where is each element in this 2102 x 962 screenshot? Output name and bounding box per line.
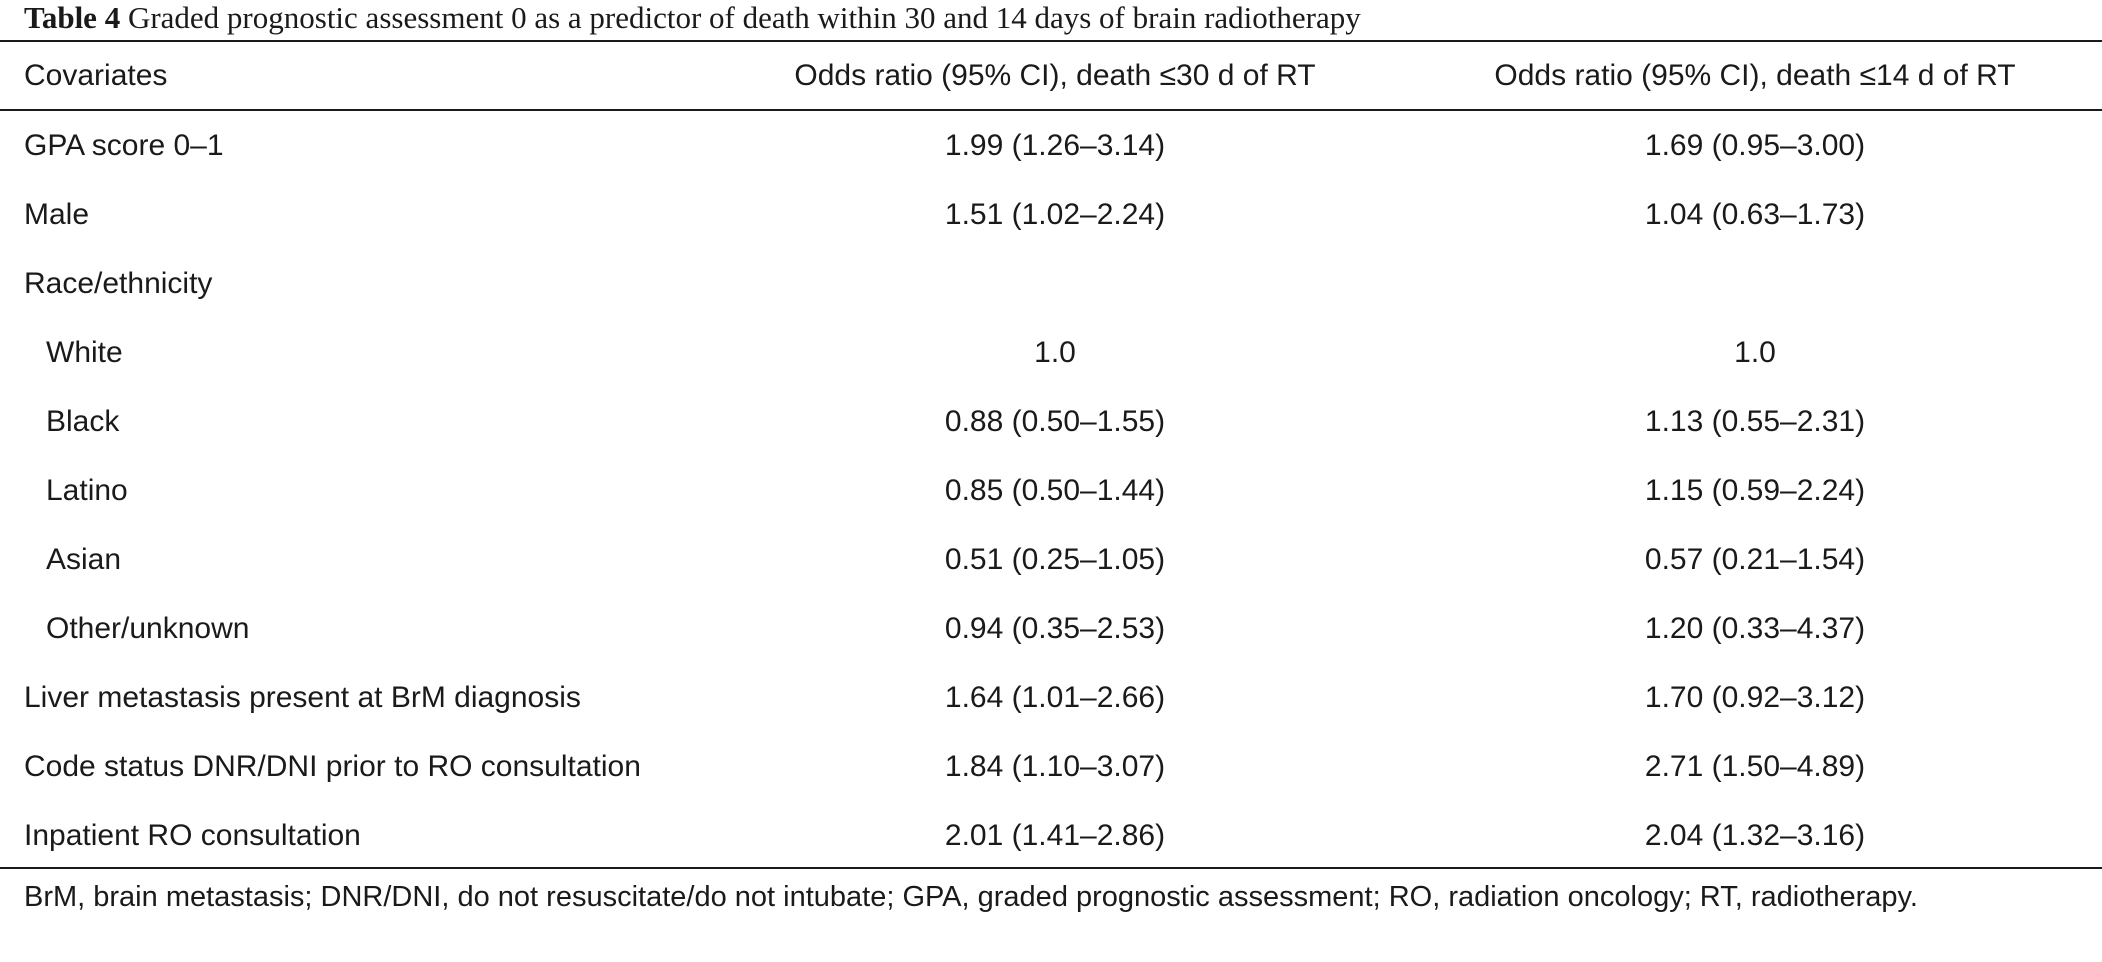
or14-cell: 1.04 (0.63–1.73) [1644, 197, 1866, 231]
or30-cell [740, 249, 1370, 318]
table-header-rule [0, 109, 2102, 111]
table-row: Latino 0.85 (0.50–1.44) 1.15 (0.59–2.24) [0, 456, 2102, 525]
table-header-row: Covariates Odds ratio (95% CI), death ≤3… [0, 42, 2102, 109]
table-row: Other/unknown 0.94 (0.35–2.53) 1.20 (0.3… [0, 594, 2102, 663]
or30-cell: 0.85 (0.50–1.44) [944, 473, 1166, 507]
table-row: Liver metastasis present at BrM diagnosi… [0, 663, 2102, 732]
or30-cell: 0.51 (0.25–1.05) [944, 542, 1166, 576]
table-row: Race/ethnicity [0, 249, 2102, 318]
table-row: Inpatient RO consultation 2.01 (1.41–2.8… [0, 801, 2102, 870]
or14-cell: 1.69 (0.95–3.00) [1644, 128, 1866, 162]
covariate-cell: Other/unknown [46, 611, 250, 645]
covariate-cell: Black [46, 404, 120, 438]
header-or-14d: Odds ratio (95% CI), death ≤14 d of RT [1494, 58, 2016, 92]
table-caption-label: Table 4 [24, 0, 121, 35]
covariate-cell: Race/ethnicity [24, 266, 213, 300]
table-body: GPA score 0–1 1.99 (1.26–3.14) 1.69 (0.9… [0, 111, 2102, 867]
covariate-cell: Latino [46, 473, 128, 507]
or14-cell: 0.57 (0.21–1.54) [1644, 542, 1866, 576]
covariate-cell: Inpatient RO consultation [24, 818, 361, 852]
covariate-cell: Male [24, 197, 90, 231]
or14-cell: 1.13 (0.55–2.31) [1644, 404, 1866, 438]
or14-cell: 1.20 (0.33–4.37) [1644, 611, 1866, 645]
or30-cell: 1.99 (1.26–3.14) [944, 128, 1166, 162]
table-row: Male 1.51 (1.02–2.24) 1.04 (0.63–1.73) [0, 180, 2102, 249]
table-row: GPA score 0–1 1.99 (1.26–3.14) 1.69 (0.9… [0, 111, 2102, 180]
or14-cell: 2.71 (1.50–4.89) [1644, 749, 1866, 783]
covariate-cell: GPA score 0–1 [24, 128, 224, 162]
covariate-cell: Asian [46, 542, 122, 576]
or14-cell [1450, 249, 2060, 318]
table-footnote: BrM, brain metastasis; DNR/DNI, do not r… [24, 881, 1918, 913]
covariate-cell: Code status DNR/DNI prior to RO consulta… [24, 749, 641, 783]
table-top-rule [0, 40, 2102, 42]
table-row: Code status DNR/DNI prior to RO consulta… [0, 732, 2102, 801]
header-covariates: Covariates [24, 58, 168, 92]
table-row: Asian 0.51 (0.25–1.05) 0.57 (0.21–1.54) [0, 525, 2102, 594]
table-caption-text: Graded prognostic assessment 0 as a pred… [127, 0, 1361, 35]
or14-cell: 1.15 (0.59–2.24) [1644, 473, 1866, 507]
header-or-30d: Odds ratio (95% CI), death ≤30 d of RT [794, 58, 1316, 92]
or30-cell: 0.88 (0.50–1.55) [944, 404, 1166, 438]
covariate-cell: Liver metastasis present at BrM diagnosi… [24, 680, 581, 714]
or30-cell: 1.0 [1034, 335, 1076, 369]
covariate-cell: White [46, 335, 123, 369]
table-caption: Table 4 Graded prognostic assessment 0 a… [24, 0, 1361, 40]
or30-cell: 1.64 (1.01–2.66) [944, 680, 1166, 714]
table-row: Black 0.88 (0.50–1.55) 1.13 (0.55–2.31) [0, 387, 2102, 456]
or30-cell: 1.51 (1.02–2.24) [944, 197, 1166, 231]
or14-cell: 1.70 (0.92–3.12) [1644, 680, 1866, 714]
or30-cell: 1.84 (1.10–3.07) [944, 749, 1166, 783]
or30-cell: 0.94 (0.35–2.53) [944, 611, 1166, 645]
table-row: White 1.0 1.0 [0, 318, 2102, 387]
or14-cell: 1.0 [1734, 335, 1776, 369]
or14-cell: 2.04 (1.32–3.16) [1644, 818, 1866, 852]
table-bottom-rule [0, 867, 2102, 869]
or30-cell: 2.01 (1.41–2.86) [944, 818, 1166, 852]
